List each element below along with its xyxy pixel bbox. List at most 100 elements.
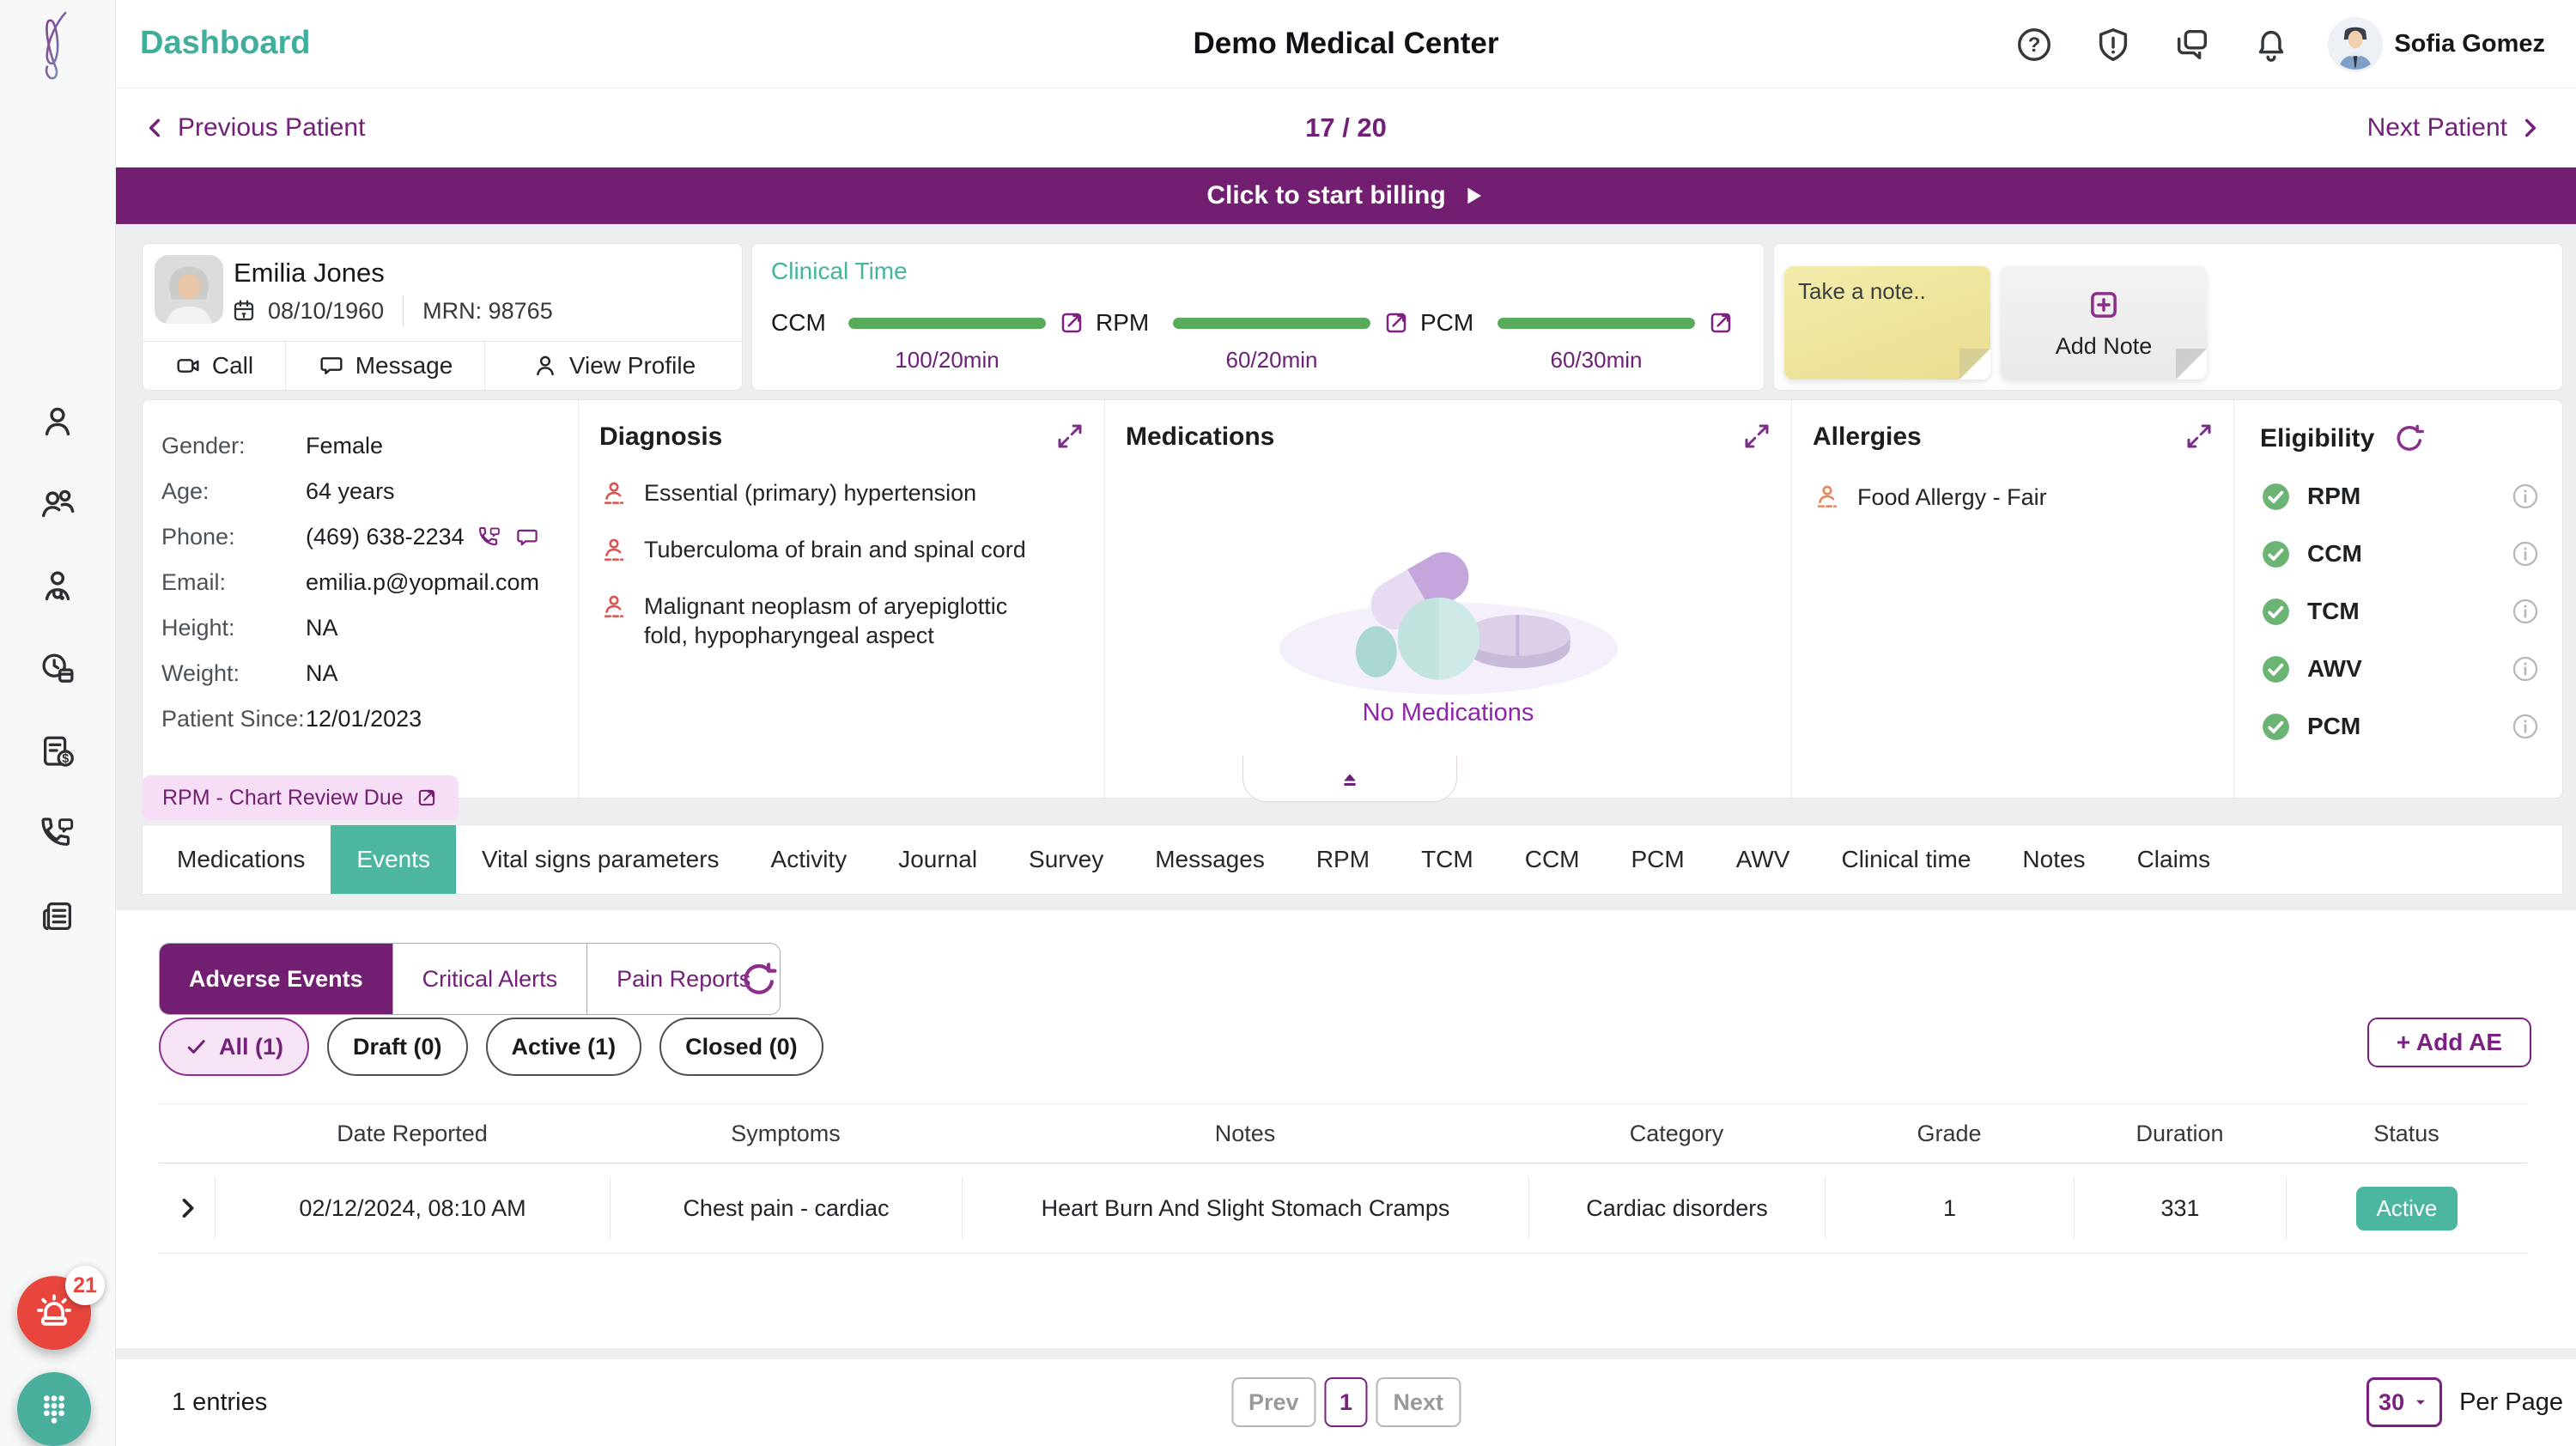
- tab-awv[interactable]: AWV: [1735, 846, 1790, 872]
- patient-meta: 08/10/1960 MRN: 98765: [230, 295, 553, 326]
- rpm-chart-review-badge[interactable]: RPM - Chart Review Due: [142, 775, 459, 820]
- pcm-time-value: 60/30min: [1550, 347, 1643, 373]
- start-billing-banner[interactable]: Click to start billing: [116, 167, 2576, 224]
- medications-section: Medications No Medications: [1104, 400, 1791, 798]
- filter-all[interactable]: All (1): [159, 1018, 310, 1076]
- adverse-events-table: Date Reported Symptoms Notes Category Gr…: [159, 1103, 2527, 1254]
- tab-activity[interactable]: Activity: [770, 846, 848, 872]
- previous-patient-button[interactable]: Previous Patient: [142, 88, 365, 167]
- subtab-pain-reports[interactable]: Pain Reports: [586, 944, 781, 1014]
- per-page-label: Per Page: [2459, 1388, 2563, 1416]
- diagnosis-person-icon: [599, 479, 629, 508]
- patient-icon[interactable]: [38, 402, 77, 441]
- weight-label: Weight:: [161, 660, 240, 686]
- weight-value: NA: [306, 660, 338, 686]
- tab-pcm[interactable]: PCM: [1631, 846, 1685, 872]
- status-badge: Active: [2355, 1186, 2458, 1230]
- age-label: Age:: [161, 478, 210, 504]
- pcm-external-link-icon[interactable]: [1707, 309, 1735, 337]
- eligibility-row-tcm: TCM: [2260, 595, 2564, 628]
- patient-photo[interactable]: [155, 255, 223, 324]
- help-icon[interactable]: [2014, 25, 2054, 64]
- diagnosis-item: Malignant neoplasm of aryepiglottic fold…: [599, 592, 1084, 651]
- ccm-external-link-icon[interactable]: [1058, 309, 1085, 337]
- check-circle-icon: [2260, 596, 2292, 628]
- tab-rpm[interactable]: RPM: [1315, 846, 1370, 872]
- diagnosis-expand-icon[interactable]: [1054, 421, 1085, 452]
- tab-messages[interactable]: Messages: [1155, 846, 1265, 872]
- tab-journal[interactable]: Journal: [898, 846, 978, 872]
- rpm-external-link-icon[interactable]: [1382, 309, 1410, 337]
- phone-call-icon[interactable]: [477, 525, 502, 550]
- current-page-button[interactable]: 1: [1324, 1377, 1368, 1427]
- filter-active[interactable]: Active (1): [485, 1018, 642, 1076]
- notifications-bell-icon[interactable]: [2251, 25, 2291, 64]
- info-icon[interactable]: [2511, 597, 2540, 626]
- reports-icon[interactable]: [38, 896, 77, 936]
- info-icon[interactable]: [2511, 482, 2540, 511]
- tab-notes[interactable]: Notes: [2022, 846, 2086, 872]
- diagnosis-item: Tuberculoma of brain and spinal cord: [599, 536, 1084, 565]
- alerts-shield-icon[interactable]: [2093, 25, 2133, 64]
- top-header: Dashboard Demo Medical Center Sofia Gome…: [116, 0, 2576, 88]
- tab-clinical-time[interactable]: Clinical time: [1841, 846, 1971, 872]
- billing-icon[interactable]: [38, 732, 77, 771]
- user-name: Sofia Gomez: [2394, 30, 2545, 58]
- sms-icon[interactable]: [514, 525, 540, 550]
- filter-closed[interactable]: Closed (0): [659, 1018, 823, 1076]
- collapse-panel-handle[interactable]: [1242, 756, 1457, 802]
- message-label: Message: [355, 352, 453, 379]
- check-circle-icon: [2260, 481, 2292, 513]
- patients-group-icon[interactable]: [38, 484, 77, 524]
- next-patient-button[interactable]: Next Patient: [2367, 88, 2543, 167]
- schedule-icon[interactable]: [38, 649, 77, 689]
- tab-claims[interactable]: Claims: [2136, 846, 2211, 872]
- header-actions: Sofia Gomez: [2014, 0, 2545, 88]
- row-expand-icon[interactable]: [173, 1194, 202, 1223]
- take-note-input[interactable]: Take a note..: [1784, 266, 1990, 380]
- subtab-critical-alerts[interactable]: Critical Alerts: [392, 944, 587, 1014]
- eligibility-refresh-icon[interactable]: [2393, 422, 2426, 455]
- check-icon: [185, 1035, 209, 1059]
- ccm-progress-bar: [848, 317, 1046, 329]
- tab-medications[interactable]: Medications: [177, 846, 306, 872]
- call-button[interactable]: Call: [143, 342, 285, 390]
- patient-dob: 08/10/1960: [268, 297, 385, 324]
- next-page-button[interactable]: Next: [1376, 1377, 1461, 1427]
- tab-vital-signs-parameters[interactable]: Vital signs parameters: [482, 846, 720, 872]
- sidebar-nav: [0, 402, 115, 936]
- subtab-adverse-events[interactable]: Adverse Events: [160, 944, 392, 1014]
- chevron-right-icon: [2516, 114, 2543, 142]
- tab-survey[interactable]: Survey: [1029, 846, 1104, 872]
- message-button[interactable]: Message: [285, 342, 484, 390]
- per-page-select[interactable]: 30: [2366, 1377, 2443, 1427]
- user-menu[interactable]: Sofia Gomez: [2330, 19, 2545, 70]
- tab-tcm[interactable]: TCM: [1421, 846, 1473, 872]
- info-icon[interactable]: [2511, 712, 2540, 741]
- patient-navigation: Previous Patient 17 / 20 Next Patient: [116, 88, 2576, 167]
- app-logo[interactable]: [21, 9, 93, 91]
- events-refresh-icon[interactable]: [739, 960, 779, 999]
- call-log-icon[interactable]: [38, 814, 77, 854]
- header-category: Category: [1629, 1120, 1724, 1146]
- add-adverse-event-button[interactable]: + Add AE: [2366, 1018, 2531, 1067]
- patient-details-card: Gender: Female Age: 64 years Phone: (469) …: [142, 399, 2563, 799]
- phone-label: Phone:: [161, 524, 235, 550]
- header-duration: Duration: [2136, 1120, 2224, 1146]
- messages-icon[interactable]: [2172, 25, 2212, 64]
- critical-alerts-button[interactable]: 21: [17, 1266, 105, 1350]
- info-icon[interactable]: [2511, 539, 2540, 568]
- allergies-expand-icon[interactable]: [2184, 421, 2215, 452]
- dialer-button[interactable]: [17, 1372, 91, 1446]
- view-profile-button[interactable]: View Profile: [484, 342, 742, 390]
- medications-expand-icon[interactable]: [1741, 421, 1772, 452]
- tab-events[interactable]: Events: [331, 825, 457, 894]
- phone-value: (469) 638-2234: [306, 524, 465, 550]
- prev-page-button[interactable]: Prev: [1230, 1377, 1316, 1427]
- add-note-button[interactable]: Add Note: [2001, 266, 2207, 380]
- diagnosis-person-icon: [599, 592, 629, 622]
- clinician-icon[interactable]: [38, 567, 77, 606]
- tab-ccm[interactable]: CCM: [1524, 846, 1580, 872]
- info-icon[interactable]: [2511, 654, 2540, 684]
- filter-draft[interactable]: Draft (0): [327, 1018, 468, 1076]
